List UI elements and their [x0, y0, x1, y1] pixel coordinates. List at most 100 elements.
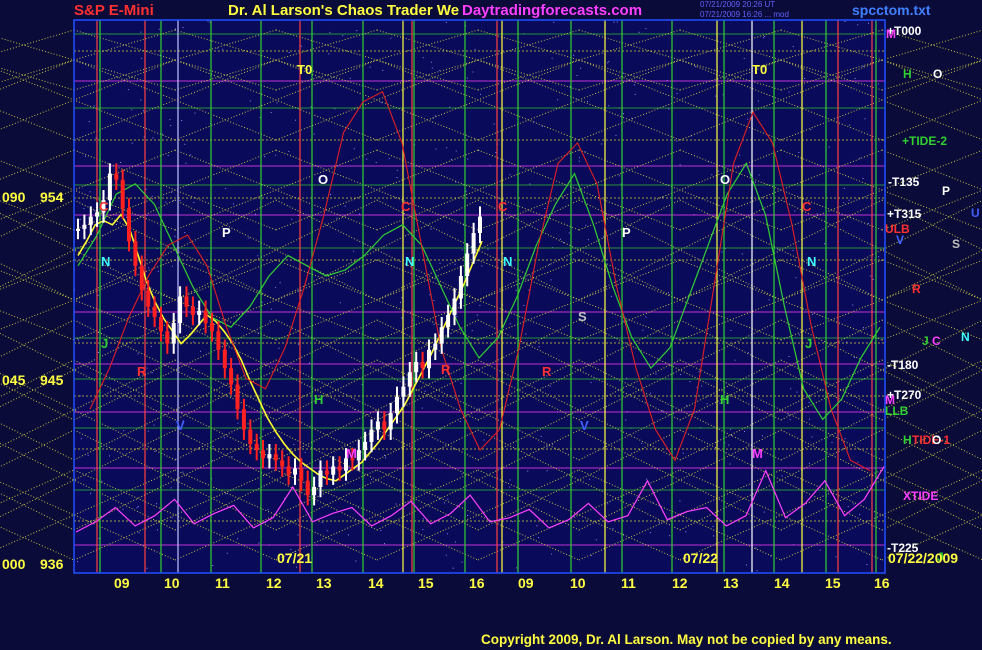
- star-dot: [200, 350, 201, 352]
- flux-line: [73, 149, 277, 231]
- star-dot: [557, 99, 559, 101]
- star-dot: [795, 277, 797, 279]
- star-dot: [603, 236, 604, 238]
- star-dot: [454, 263, 456, 265]
- price-bar-body: [254, 444, 259, 451]
- legend-label: J: [937, 550, 944, 564]
- star-dot: [549, 263, 551, 265]
- star-dot: [717, 170, 719, 172]
- star-dot: [444, 502, 445, 504]
- legend-label: O: [932, 433, 941, 447]
- star-dot: [109, 455, 110, 457]
- price-bar-body: [293, 468, 297, 475]
- star-dot: [153, 424, 155, 426]
- legend-label: -T225: [887, 541, 919, 555]
- flux-line: [679, 469, 883, 561]
- star-dot: [546, 470, 548, 472]
- star-dot: [808, 402, 810, 403]
- star-dot: [509, 479, 511, 481]
- star-dot: [145, 188, 147, 190]
- star-dot: [792, 46, 794, 48]
- star-dot: [167, 154, 169, 156]
- star-dot: [857, 24, 859, 26]
- star-dot: [578, 160, 580, 162]
- star-dot: [787, 414, 789, 416]
- star-dot: [80, 438, 82, 440]
- flux-line: [780, 149, 982, 231]
- star-dot: [384, 454, 385, 456]
- star-dot: [382, 70, 384, 71]
- star-dot: [354, 409, 355, 411]
- star-dot: [729, 463, 731, 465]
- star-dot: [257, 255, 259, 257]
- star-dot: [711, 174, 713, 176]
- star-dot: [502, 541, 504, 543]
- star-dot: [375, 161, 377, 163]
- chart-annotation: N: [807, 254, 816, 269]
- x-tick-label: 16: [469, 575, 485, 591]
- chart-annotation: S: [578, 309, 587, 324]
- star-dot: [552, 443, 554, 445]
- star-dot: [400, 302, 401, 303]
- flux-line: [174, 59, 378, 141]
- data-file-name: spcctom.txt: [852, 2, 931, 18]
- star-dot: [610, 295, 612, 297]
- star-dot: [401, 297, 403, 299]
- star-dot: [615, 134, 617, 136]
- star-dot: [824, 243, 825, 245]
- x-tick-label: 12: [266, 575, 282, 591]
- star-dot: [622, 72, 624, 74]
- star-dot: [467, 158, 469, 160]
- star-dot: [719, 402, 721, 404]
- star-dot: [525, 333, 527, 335]
- price-bar-body: [133, 241, 138, 266]
- price-bar-body: [139, 265, 144, 291]
- star-field: [74, 20, 880, 574]
- date-label: 07/21: [277, 550, 313, 566]
- price-bar-body: [324, 470, 329, 475]
- star-dot: [422, 57, 424, 59]
- star-dot: [363, 243, 365, 245]
- price-bar-body: [401, 386, 406, 397]
- star-dot: [472, 71, 474, 73]
- site-link[interactable]: Daytradingforecasts.com: [462, 2, 643, 19]
- star-dot: [770, 555, 772, 557]
- star-dot: [102, 235, 104, 237]
- star-dot: [631, 117, 633, 119]
- star-dot: [77, 561, 78, 563]
- star-dot: [193, 202, 195, 203]
- star-dot: [810, 129, 812, 131]
- chart-annotation: M: [752, 446, 763, 461]
- star-dot: [811, 436, 813, 438]
- price-bar-body: [369, 429, 374, 442]
- star-dot: [175, 458, 177, 460]
- star-dot: [584, 151, 586, 153]
- star-dot: [668, 292, 669, 294]
- flux-line: [578, 149, 782, 231]
- star-dot: [466, 77, 468, 79]
- star-dot: [843, 187, 845, 189]
- price-bar-body: [458, 276, 463, 299]
- star-dot: [721, 251, 723, 253]
- star-dot: [264, 522, 266, 524]
- star-dot: [353, 250, 355, 252]
- price-bar-body: [197, 310, 202, 315]
- star-dot: [695, 66, 697, 68]
- star-dot: [601, 143, 603, 145]
- star-dot: [396, 169, 398, 171]
- price-bar-body: [363, 441, 368, 451]
- chart-annotation: R: [441, 362, 451, 377]
- legend-label: R: [912, 282, 921, 296]
- flux-line: [73, 469, 277, 561]
- forecast-curves: [75, 90, 885, 533]
- star-dot: [685, 531, 687, 533]
- star-dot: [430, 228, 432, 230]
- star-dot: [424, 390, 426, 392]
- legend-label: J: [922, 334, 929, 348]
- star-dot: [141, 57, 143, 59]
- star-dot: [549, 385, 551, 387]
- star-dot: [385, 457, 386, 459]
- price-bar-body: [101, 200, 106, 213]
- star-dot: [659, 522, 660, 524]
- x-tick-label: 14: [368, 575, 384, 591]
